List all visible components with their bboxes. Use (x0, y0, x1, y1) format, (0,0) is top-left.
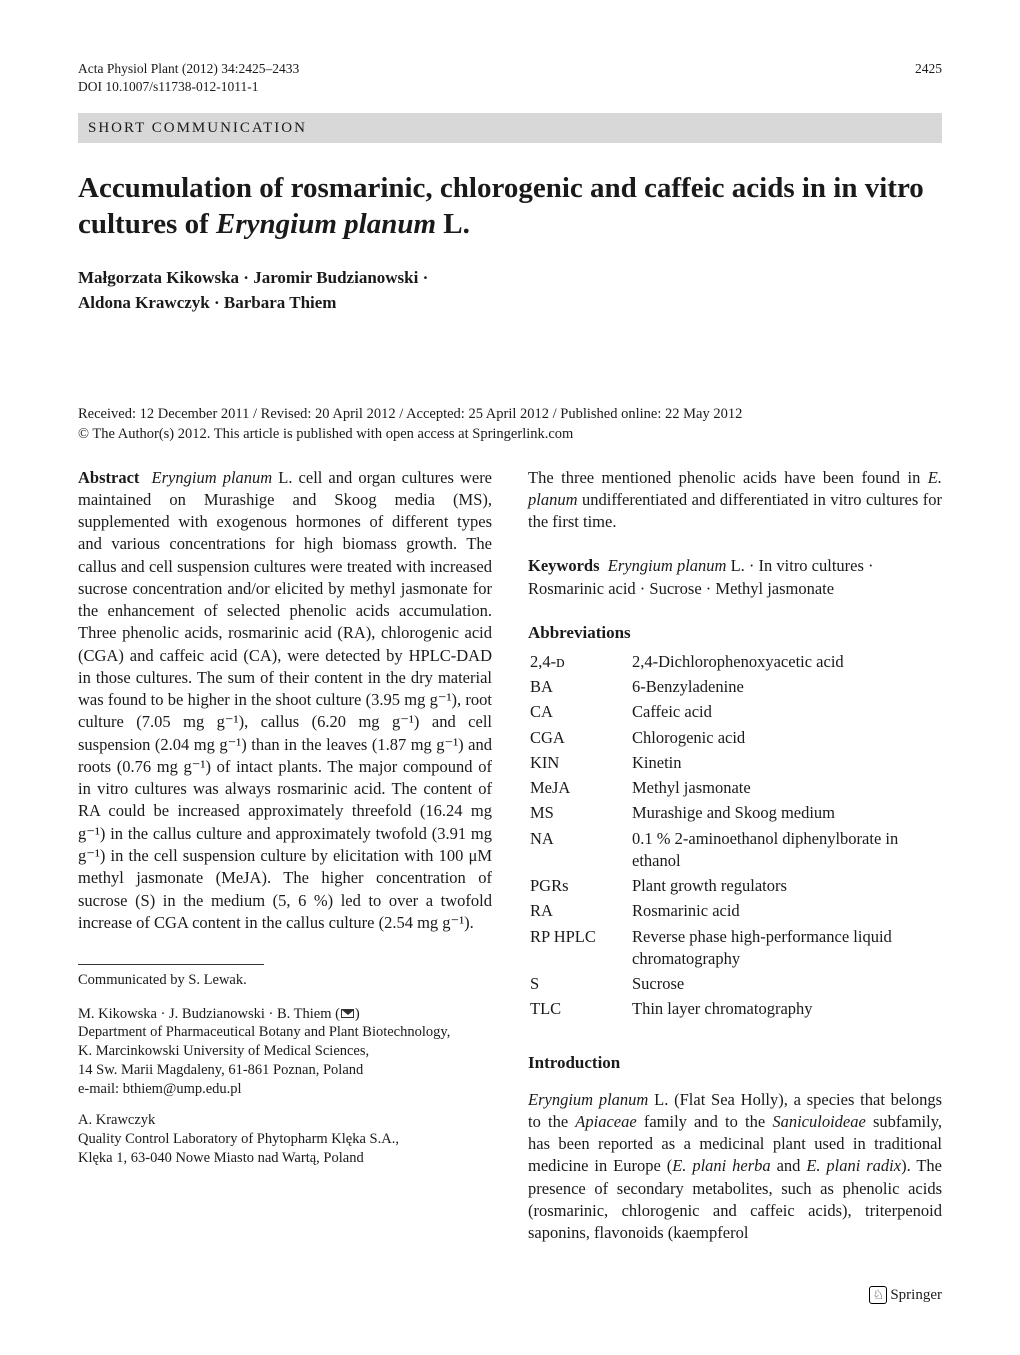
abbrev-key: TLC (530, 998, 630, 1021)
abbrev-row: CACaffeic acid (530, 701, 940, 724)
abbrev-key: RA (530, 900, 630, 923)
affil-a-dept: Department of Pharmaceutical Botany and … (78, 1023, 492, 1042)
abbrev-value: Thin layer chromatography (632, 998, 940, 1021)
affil-a-authors: M. Kikowska · J. Budzianowski · B. Thiem… (78, 1005, 492, 1024)
affiliations: M. Kikowska · J. Budzianowski · B. Thiem… (78, 1005, 492, 1168)
affil-b-addr: Klęka 1, 63-040 Nowe Miasto nad Wartą, P… (78, 1149, 492, 1168)
dates-received: Received: 12 December 2011 / Revised: 20… (78, 405, 942, 425)
abstract-body: L. cell and organ cultures were maintain… (78, 468, 492, 932)
abbrev-key: S (530, 973, 630, 996)
title-pre: Accumulation of rosmarinic, chlorogenic … (78, 172, 924, 239)
abbrev-value: Murashige and Skoog medium (632, 802, 940, 825)
abbrev-row: 2,4-ᴅ2,4-Dichlorophenoxyacetic acid (530, 651, 940, 674)
abbreviations-heading: Abbreviations (528, 622, 942, 645)
abbrev-value: Kinetin (632, 752, 940, 775)
abbrev-row: MSMurashige and Skoog medium (530, 802, 940, 825)
abbrev-value: Caffeic acid (632, 701, 940, 724)
authors-line-1: Małgorzata Kikowska · Jaromir Budzianows… (78, 266, 942, 291)
authors-line-2: Aldona Krawczyk · Barbara Thiem (78, 291, 942, 316)
abbrev-key: 2,4-ᴅ (530, 651, 630, 674)
abbrev-key: MS (530, 802, 630, 825)
running-head: Acta Physiol Plant (2012) 34:2425–2433 D… (78, 60, 942, 95)
abbrev-key: CGA (530, 727, 630, 750)
abbreviations-table: 2,4-ᴅ2,4-Dichlorophenoxyacetic acidBA6-B… (528, 649, 942, 1024)
abbrev-value: 6-Benzyladenine (632, 676, 940, 699)
envelope-icon (341, 1009, 354, 1018)
journal-citation: Acta Physiol Plant (2012) 34:2425–2433 (78, 60, 299, 78)
page-number: 2425 (915, 60, 942, 78)
right-lead-post: undifferentiated and differentiated in v… (528, 490, 942, 531)
abbrev-key: PGRs (530, 875, 630, 898)
doi-line: DOI 10.1007/s11738-012-1011-1 (78, 78, 299, 96)
right-lead-pre: The three mentioned phenolic acids have … (528, 468, 928, 487)
abstract-label: Abstract (78, 468, 139, 487)
abstract: Abstract Eryngium planum L. cell and org… (78, 467, 492, 935)
article-dates: Received: 12 December 2011 / Revised: 20… (78, 405, 942, 444)
abbrev-row: TLCThin layer chromatography (530, 998, 940, 1021)
author-list: Małgorzata Kikowska · Jaromir Budzianows… (78, 266, 942, 315)
main-columns: Abstract Eryngium planum L. cell and org… (78, 467, 942, 1245)
abbrev-key: NA (530, 828, 630, 874)
title-post: L. (436, 208, 470, 240)
affil-a-univ: K. Marcinkowski University of Medical Sc… (78, 1042, 492, 1061)
communicated-by: Communicated by S. Lewak. (78, 964, 264, 991)
abbrev-row: NA0.1 % 2-aminoethanol diphenylborate in… (530, 828, 940, 874)
affil-a-email: e-mail: bthiem@ump.edu.pl (78, 1080, 492, 1099)
introduction-heading: Introduction (528, 1052, 942, 1075)
abbrev-row: RP HPLCReverse phase high-performance li… (530, 926, 940, 972)
abbrev-key: KIN (530, 752, 630, 775)
publisher-name: Springer (890, 1287, 942, 1303)
abbrev-row: MeJAMethyl jasmonate (530, 777, 940, 800)
abbrev-row: PGRsPlant growth regulators (530, 875, 940, 898)
article-type-label: SHORT COMMUNICATION (78, 113, 942, 143)
affil-b-org: Quality Control Laboratory of Phytopharm… (78, 1130, 492, 1149)
title-species: Eryngium planum (216, 208, 436, 240)
introduction-text: Eryngium planum L. (Flat Sea Holly), a s… (528, 1089, 942, 1245)
keywords-species: Eryngium planum (608, 556, 727, 575)
abstract-species: Eryngium planum (152, 468, 273, 487)
abbrev-value: 2,4-Dichlorophenoxyacetic acid (632, 651, 940, 674)
abbrev-row: RARosmarinic acid (530, 900, 940, 923)
abbrev-row: BA6-Benzyladenine (530, 676, 940, 699)
abbrev-key: BA (530, 676, 630, 699)
abbrev-value: Sucrose (632, 973, 940, 996)
abbrev-key: RP HPLC (530, 926, 630, 972)
article-title: Accumulation of rosmarinic, chlorogenic … (78, 171, 942, 242)
affil-a-addr: 14 Sw. Marii Magdaleny, 61-861 Poznan, P… (78, 1061, 492, 1080)
affiliation-b: A. Krawczyk Quality Control Laboratory o… (78, 1111, 492, 1168)
abbrev-value: Chlorogenic acid (632, 727, 940, 750)
intro-species: Eryngium planum (528, 1090, 648, 1109)
abbrev-key: MeJA (530, 777, 630, 800)
abbrev-value: Reverse phase high-performance liquid ch… (632, 926, 940, 972)
keywords-label: Keywords (528, 556, 600, 575)
abbrev-value: Methyl jasmonate (632, 777, 940, 800)
keywords: Keywords Eryngium planum L. · In vitro c… (528, 555, 942, 600)
affiliation-a: M. Kikowska · J. Budzianowski · B. Thiem… (78, 1005, 492, 1099)
abbrev-value: Plant growth regulators (632, 875, 940, 898)
abbrev-row: SSucrose (530, 973, 940, 996)
abbrev-row: CGAChlorogenic acid (530, 727, 940, 750)
springer-horse-icon: ♘ (869, 1286, 887, 1304)
right-column: The three mentioned phenolic acids have … (528, 467, 942, 1245)
abstract-continuation: The three mentioned phenolic acids have … (528, 467, 942, 534)
abbrev-key: CA (530, 701, 630, 724)
affil-b-author: A. Krawczyk (78, 1111, 492, 1130)
publisher-logo: ♘Springer (869, 1285, 942, 1305)
left-column: Abstract Eryngium planum L. cell and org… (78, 467, 492, 1245)
dates-copyright: © The Author(s) 2012. This article is pu… (78, 425, 942, 445)
abbrev-value: Rosmarinic acid (632, 900, 940, 923)
abbrev-row: KINKinetin (530, 752, 940, 775)
abbrev-value: 0.1 % 2-aminoethanol diphenylborate in e… (632, 828, 940, 874)
